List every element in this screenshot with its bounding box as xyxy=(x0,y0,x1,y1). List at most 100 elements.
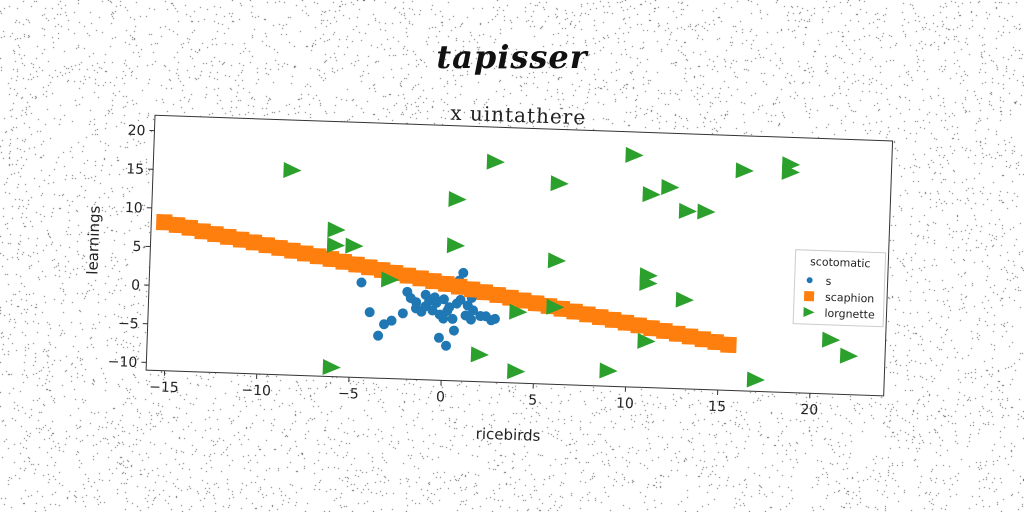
point-scaphion-44 xyxy=(720,336,737,354)
point-lorgnette-29 xyxy=(599,362,618,379)
point-s-22 xyxy=(447,313,458,324)
point-lorgnette-8 xyxy=(486,153,505,170)
plot-frame xyxy=(145,114,894,397)
point-lorgnette-20 xyxy=(675,291,694,308)
point-lorgnette-22 xyxy=(697,203,716,220)
point-lorgnette-16 xyxy=(642,186,661,203)
page-title: tapisser xyxy=(436,38,588,76)
point-s-18 xyxy=(438,294,449,305)
y-tick-label-1: −5 xyxy=(118,316,139,333)
point-scaphion-23 xyxy=(450,278,468,295)
point-scaphion-14 xyxy=(335,253,353,271)
point-scaphion-5 xyxy=(220,228,237,246)
point-scaphion-26 xyxy=(489,286,506,304)
x-tick-label-4: 5 xyxy=(528,392,537,408)
point-s-4 xyxy=(386,315,397,326)
point-lorgnette-6 xyxy=(448,190,467,207)
legend-label-scaphion: scaphion xyxy=(825,291,875,306)
point-s-1 xyxy=(364,307,375,318)
point-scaphion-13 xyxy=(322,250,340,268)
legend-marker-s xyxy=(806,277,813,284)
point-s-2 xyxy=(373,330,384,341)
point-lorgnette-5 xyxy=(322,358,341,375)
point-scaphion-39 xyxy=(656,322,673,340)
point-scaphion-34 xyxy=(591,308,609,326)
point-scaphion-33 xyxy=(579,306,596,323)
point-scaphion-25 xyxy=(476,283,494,301)
point-lorgnette-9 xyxy=(509,303,528,320)
point-s-30 xyxy=(465,314,476,325)
point-lorgnette-15 xyxy=(625,146,644,163)
point-s-31 xyxy=(468,305,479,316)
y-tick-label-0: −10 xyxy=(108,354,138,371)
point-scaphion-6 xyxy=(232,231,250,248)
point-lorgnette-11 xyxy=(470,346,489,363)
point-scaphion-19 xyxy=(399,267,417,284)
point-scaphion-24 xyxy=(463,281,481,298)
point-scaphion-1 xyxy=(168,216,186,234)
point-scaphion-8 xyxy=(258,236,276,254)
point-lorgnette-14 xyxy=(546,298,565,315)
point-s-5 xyxy=(397,308,408,319)
chart-title: x uintathere xyxy=(450,101,587,130)
point-scaphion-20 xyxy=(412,270,429,287)
point-lorgnette-4 xyxy=(380,271,400,288)
x-axis-label: ricebirds xyxy=(475,425,541,445)
point-scaphion-37 xyxy=(630,317,648,334)
point-s-37 xyxy=(433,332,444,343)
point-scaphion-27 xyxy=(502,289,519,307)
point-lorgnette-25 xyxy=(781,163,800,180)
ticks-layer: −15 −10 −5 0 5 10 15 20 −10 −5 0 5 10 15 20 xyxy=(108,123,819,419)
point-scaphion-9 xyxy=(271,239,288,257)
y-tick-label-4: 10 xyxy=(125,200,143,217)
point-scaphion-4 xyxy=(207,225,224,243)
point-s-38 xyxy=(489,313,500,324)
point-s-16 xyxy=(431,297,442,308)
legend-label-s: s xyxy=(825,275,831,288)
point-s-23 xyxy=(448,325,459,336)
y-tick-label-5: 15 xyxy=(126,161,144,178)
point-lorgnette-19 xyxy=(639,274,658,291)
x-tick-label-1: −10 xyxy=(241,382,271,399)
point-s-27 xyxy=(458,267,469,278)
point-lorgnette-2 xyxy=(326,236,346,253)
point-scaphion-35 xyxy=(604,311,622,329)
legend-title: scotomatic xyxy=(810,255,871,270)
x-tick-label-0: −15 xyxy=(149,379,179,396)
point-scaphion-21 xyxy=(425,272,442,290)
point-s-0 xyxy=(356,277,367,288)
legend-marker-scaphion xyxy=(803,291,815,302)
point-s-14 xyxy=(427,305,438,316)
x-tick-label-2: −5 xyxy=(338,386,359,403)
point-lorgnette-30 xyxy=(637,332,656,349)
point-s-3 xyxy=(379,319,390,330)
point-lorgnette-26 xyxy=(821,331,841,348)
y-axis-label: learnings xyxy=(83,205,103,275)
y-tick-label-3: 5 xyxy=(132,239,141,255)
point-lorgnette-13 xyxy=(547,252,567,269)
point-scaphion-10 xyxy=(284,242,301,259)
point-scaphion-12 xyxy=(309,247,327,265)
point-scaphion-28 xyxy=(515,292,532,309)
x-tick-label-7: 20 xyxy=(800,402,818,419)
point-lorgnette-12 xyxy=(550,175,569,192)
legend-marker-lorgnette xyxy=(803,306,815,317)
point-scaphion-32 xyxy=(566,303,583,320)
point-lorgnette-28 xyxy=(746,371,765,388)
legend-label-lorgnette: lorgnette xyxy=(824,307,875,322)
y-tick-label-2: 0 xyxy=(131,278,140,294)
point-lorgnette-27 xyxy=(839,347,859,364)
point-lorgnette-23 xyxy=(735,162,754,179)
point-s-21 xyxy=(444,302,455,313)
point-scaphion-41 xyxy=(681,328,699,345)
point-scaphion-3 xyxy=(194,223,211,240)
point-lorgnette-0 xyxy=(283,161,302,178)
point-lorgnette-3 xyxy=(345,237,364,254)
point-scaphion-11 xyxy=(296,245,314,262)
point-scaphion-15 xyxy=(348,256,365,273)
point-scaphion-7 xyxy=(245,234,263,251)
